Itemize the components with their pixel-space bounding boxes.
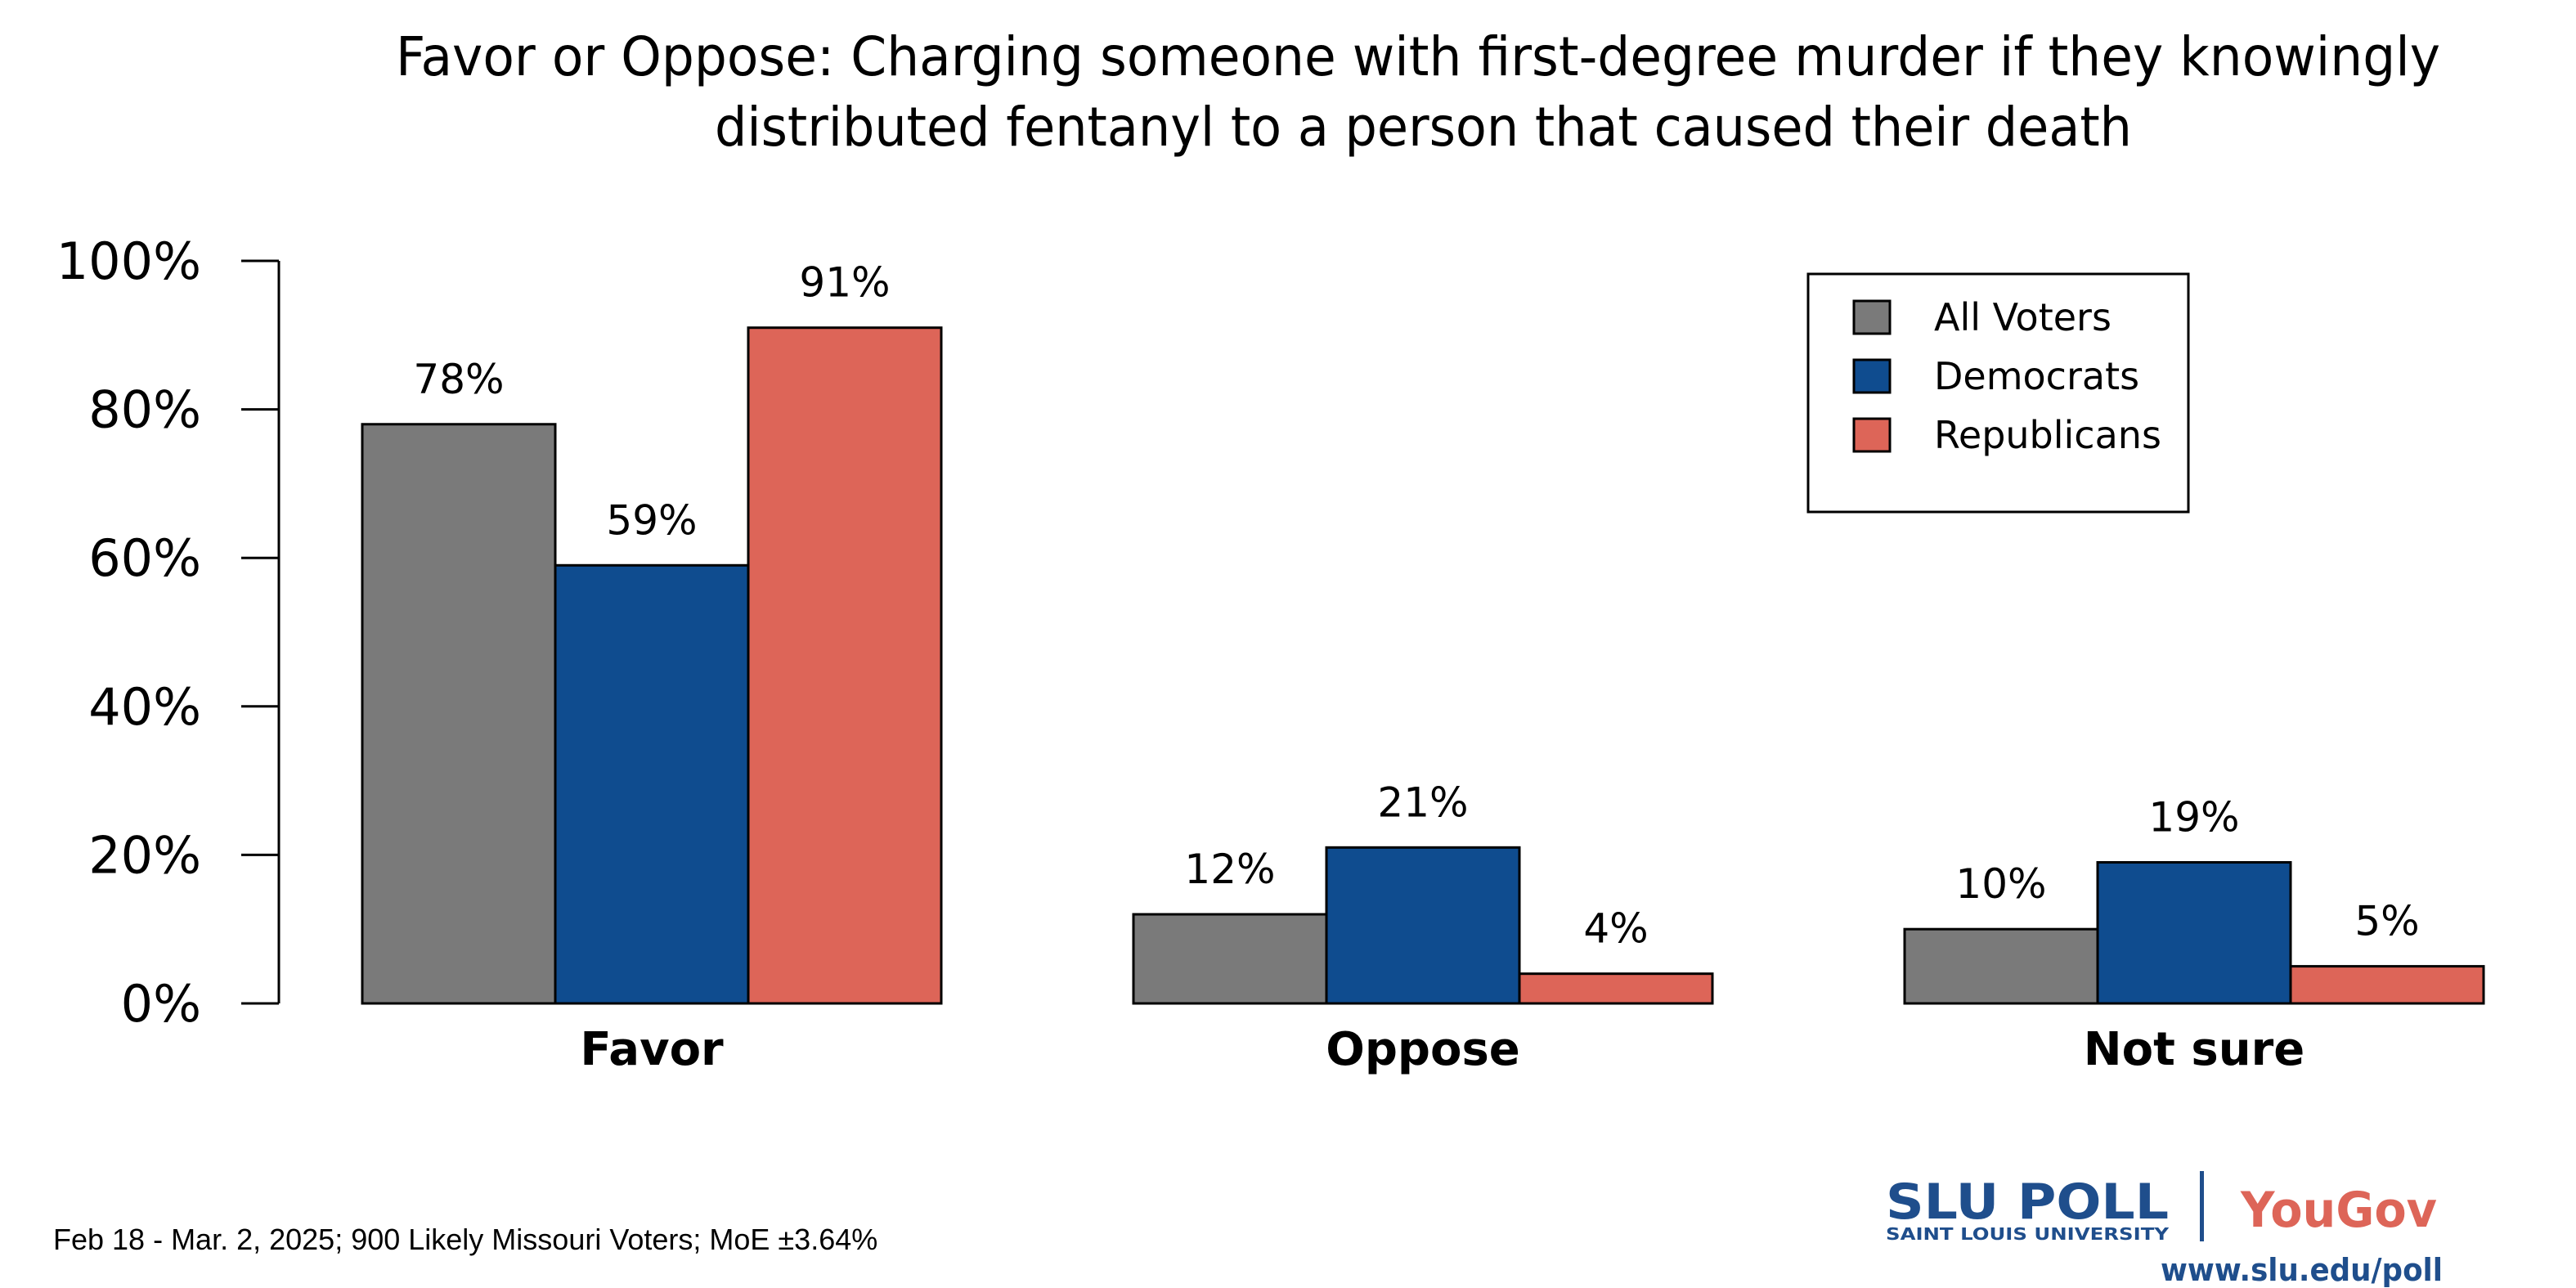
footer-note: Feb 18 - Mar. 2, 2025; 900 Likely Missou… <box>53 1223 877 1256</box>
bar-all-voters-favor <box>361 423 557 1005</box>
data-label: 59% <box>606 496 697 544</box>
bars: 78% 59% 91% 12% 21% 4% 10% 19% 5% <box>361 259 2485 1005</box>
data-label: 5% <box>2354 898 2419 945</box>
bar-democrats-favor <box>554 563 750 1005</box>
category-label: Oppose <box>1326 1023 1520 1076</box>
bar-republicans-not-sure <box>2289 965 2485 1005</box>
slu-poll-logo: SLU POLL SAINT LOUIS UNIVERSITY YouGov w… <box>1886 1171 2443 1288</box>
data-label: 10% <box>1955 860 2046 908</box>
legend-label: Democrats <box>1934 354 2139 398</box>
y-tick-label: 40% <box>88 677 201 737</box>
data-label: 21% <box>1377 779 1468 826</box>
data-label: 12% <box>1184 846 1275 893</box>
logo-url: www.slu.edu/poll <box>2161 1252 2443 1288</box>
legend-label: All Voters <box>1934 295 2112 339</box>
logo-slu-sub: SAINT LOUIS UNIVERSITY <box>1886 1224 2170 1244</box>
logo-divider <box>2200 1171 2204 1241</box>
data-label: 4% <box>1583 905 1648 953</box>
y-tick-label: 80% <box>88 380 201 440</box>
chart-title-line-1: Favor or Oppose: Charging someone with f… <box>396 25 2440 88</box>
bar-republicans-oppose <box>1518 972 1714 1005</box>
legend-label: Republicans <box>1934 413 2161 457</box>
bar-republicans-favor <box>747 326 943 1005</box>
chart-title-line-2: distributed fentanyl to a person that ca… <box>715 96 2132 159</box>
legend-swatch <box>1852 358 1892 394</box>
bar-democrats-oppose <box>1325 846 1521 1005</box>
data-label: 19% <box>2148 793 2239 841</box>
legend-swatch <box>1852 299 1892 335</box>
y-tick-label: 20% <box>88 825 201 885</box>
category-label: Favor <box>580 1023 724 1076</box>
y-tick-label: 100% <box>56 231 201 291</box>
legend: All Voters Democrats Republicans <box>1806 272 2190 514</box>
x-axis-labels: Favor Oppose Not sure <box>580 1023 2304 1076</box>
y-axis: 0% 20% 40% 60% 80% 100% <box>56 231 280 1034</box>
data-label: 78% <box>413 356 504 403</box>
legend-swatch <box>1852 417 1892 453</box>
bar-all-voters-oppose <box>1132 913 1328 1005</box>
logo-yougov: YouGov <box>2240 1182 2437 1239</box>
bar-democrats-not-sure <box>2096 860 2292 1005</box>
y-tick-label: 60% <box>88 528 201 588</box>
data-label: 91% <box>799 259 890 307</box>
bar-all-voters-not-sure <box>1903 927 2099 1005</box>
y-tick-label: 0% <box>121 974 201 1034</box>
logo-slu-poll: SLU POLL <box>1886 1174 2169 1231</box>
category-label: Not sure <box>2084 1023 2304 1076</box>
